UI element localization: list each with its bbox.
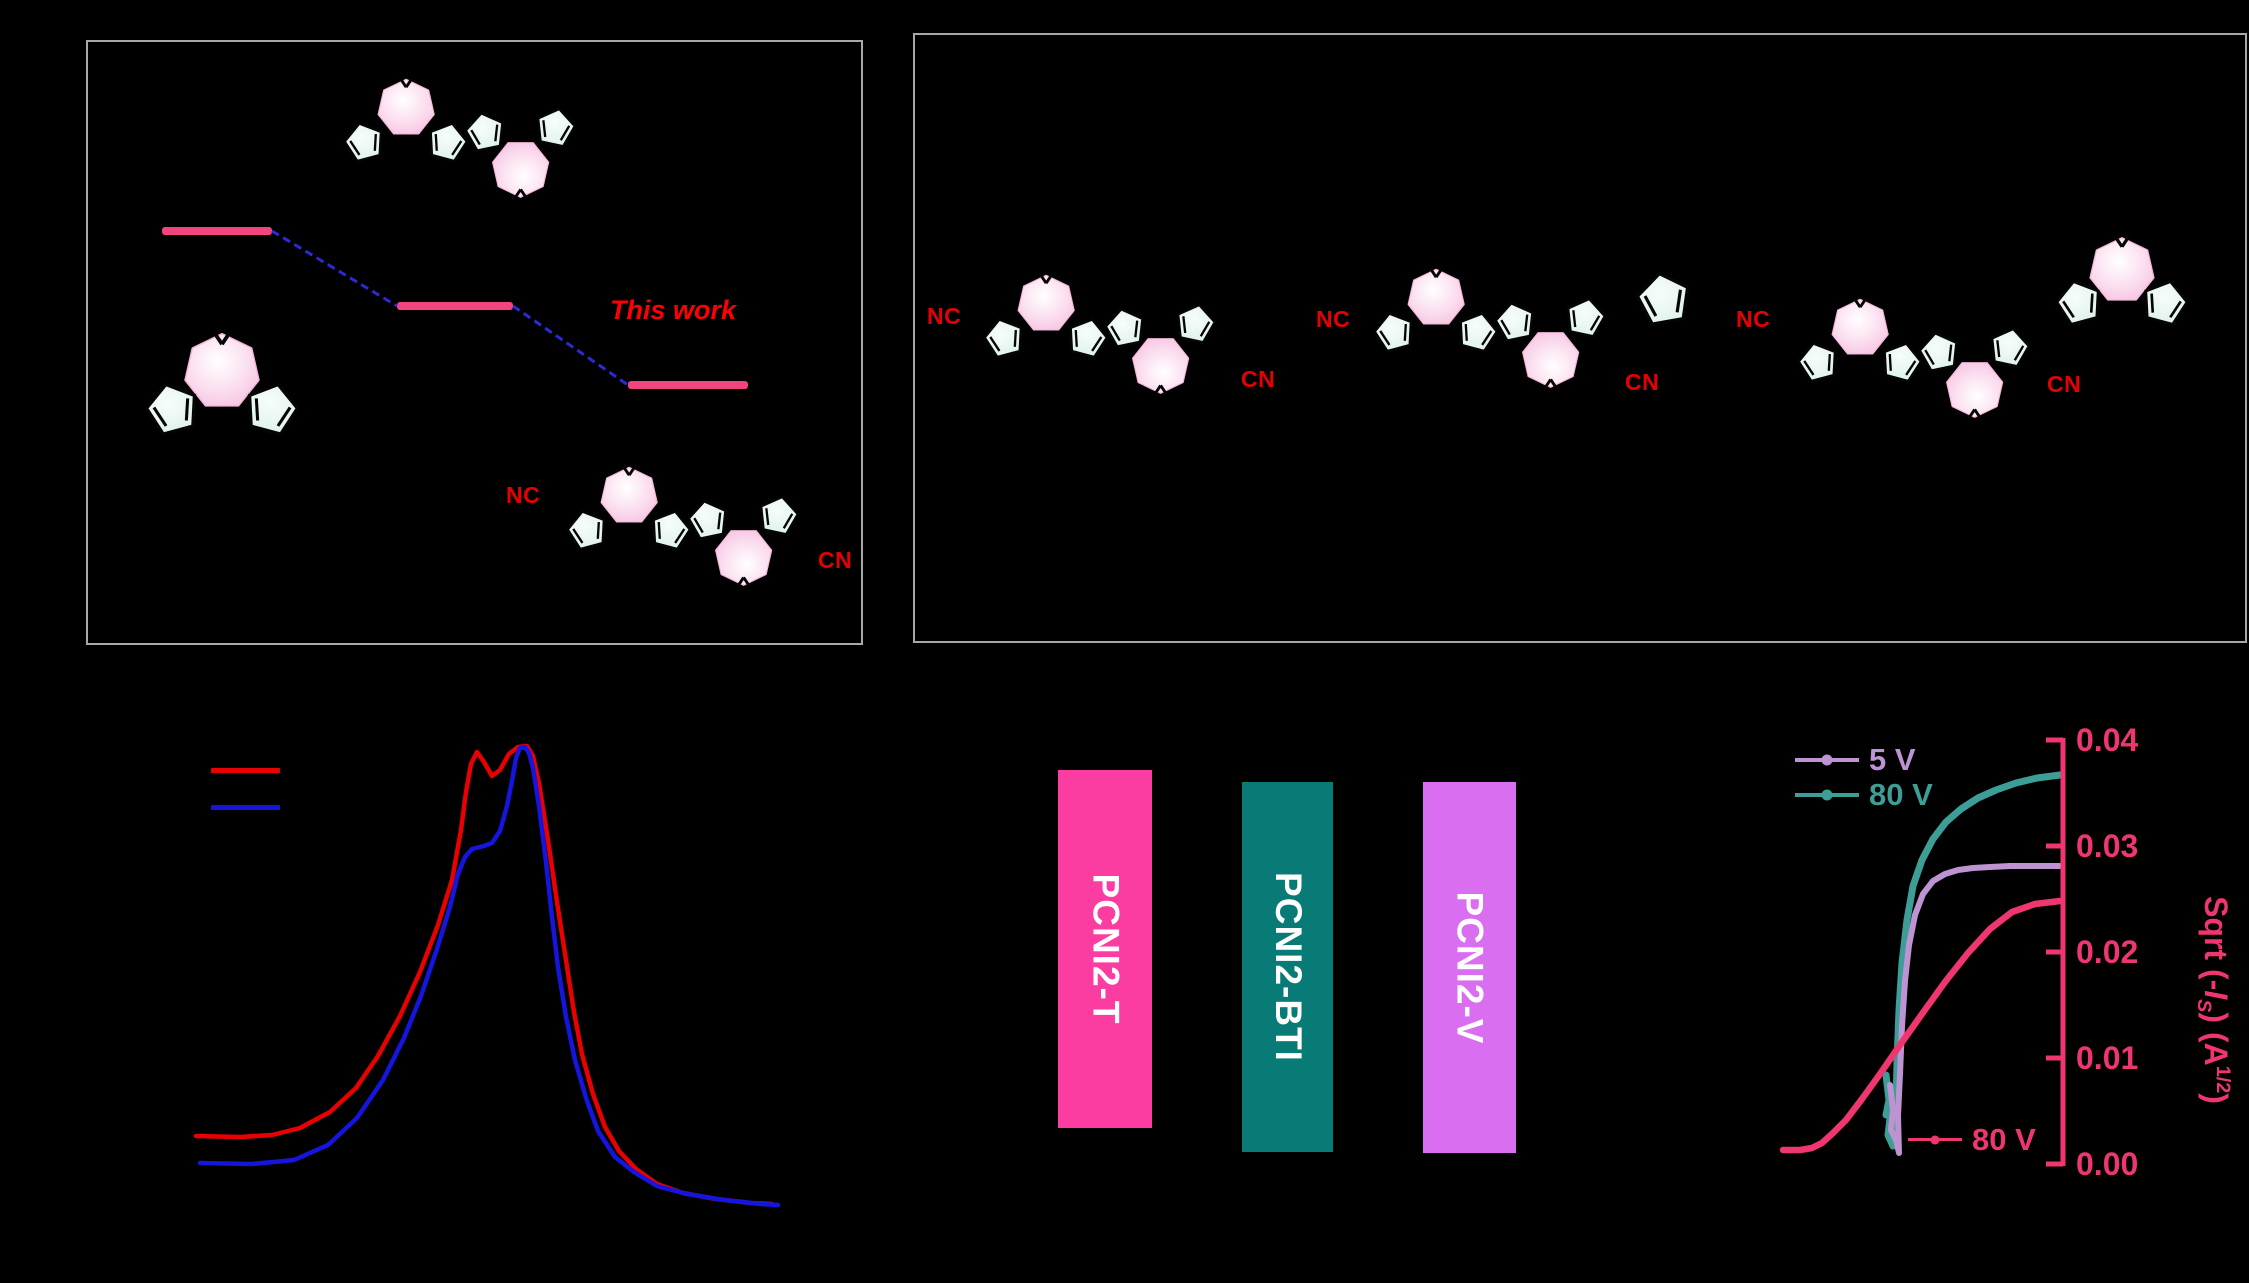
legend-swatch-blue bbox=[211, 805, 280, 810]
legend-label: 5 V bbox=[1869, 742, 1916, 777]
legend-entry-80v-pink: 80 V bbox=[1908, 1124, 2036, 1155]
legend-entry-80v-teal: 80 V bbox=[1795, 779, 1933, 810]
cn-label: CN bbox=[1241, 366, 1276, 392]
molecule-candidate-3 bbox=[1795, 237, 2191, 418]
cn-label: CN bbox=[1625, 369, 1660, 395]
y-tick-label: 0.02 bbox=[2076, 934, 2139, 970]
y-tick-label: 0.03 bbox=[2076, 828, 2139, 864]
y-axis-title-part: Sqrt (- bbox=[2198, 896, 2235, 991]
y-tick-label: 0.00 bbox=[2076, 1146, 2139, 1182]
design-panel-box bbox=[86, 40, 863, 645]
legend-line bbox=[1795, 754, 1859, 765]
absorption-red-curve bbox=[193, 743, 775, 1207]
legend-line bbox=[1795, 789, 1859, 800]
y-axis-title-part: S bbox=[2192, 999, 2215, 1013]
transfer-curve-80v-saturation bbox=[1882, 771, 2064, 1150]
legend-entry-5v: 5 V bbox=[1795, 744, 1916, 775]
energy-dash-1 bbox=[271, 229, 398, 308]
legend-label: 80 V bbox=[1972, 1122, 2036, 1157]
y-axis-title-part: ) (A bbox=[2198, 1012, 2235, 1066]
polymer-bar-label: PCNI2-BTI bbox=[1267, 872, 1309, 1062]
energy-level-diagram bbox=[162, 227, 748, 389]
output-curve-80v bbox=[1779, 897, 2064, 1154]
transfer-curve-chart bbox=[1779, 737, 2066, 1167]
nc-label: NC bbox=[506, 482, 541, 508]
this-work-label: This work bbox=[610, 295, 737, 325]
polymer-bar-pcni2-t: PCNI2-T bbox=[1058, 770, 1152, 1128]
energy-level-3 bbox=[628, 381, 748, 389]
y-axis-title-part: 1/2 bbox=[2211, 1065, 2234, 1094]
molecule-parent-azepine bbox=[142, 79, 801, 587]
energy-level-2 bbox=[397, 302, 513, 310]
polymer-bar-label: PCNI2-T bbox=[1085, 873, 1126, 1025]
legend-dot bbox=[1821, 789, 1833, 800]
y-tick-label: 0.04 bbox=[2076, 722, 2139, 758]
legend-label: 80 V bbox=[1869, 777, 1933, 812]
absorption-chart bbox=[193, 743, 781, 1208]
legend-dot bbox=[1821, 754, 1833, 765]
candidates-panel-box bbox=[913, 33, 2247, 643]
transfer-curve-5v-linear bbox=[1887, 863, 2063, 1156]
y-axis-title: Sqrt (-IS) (A1/2) bbox=[2192, 896, 2234, 1104]
legend-swatch-red bbox=[211, 768, 280, 773]
energy-level-1 bbox=[162, 227, 272, 235]
y-axis-title-part: ) bbox=[2198, 1093, 2235, 1104]
cn-label: CN bbox=[818, 547, 853, 573]
y-axis-title-part: I bbox=[2198, 990, 2235, 1000]
polymer-bar-pcni2-v: PCNI2-V bbox=[1423, 782, 1516, 1153]
nc-label: NC bbox=[927, 303, 962, 329]
cn-label: CN bbox=[2047, 371, 2082, 397]
nc-label: NC bbox=[1736, 306, 1771, 332]
legend-line bbox=[1908, 1135, 1962, 1144]
y-tick-label: 0.01 bbox=[2076, 1040, 2139, 1076]
absorption-blue-curve bbox=[197, 744, 781, 1208]
nc-label: NC bbox=[1316, 306, 1351, 332]
polymer-bar-pcni2-bti: PCNI2-BTI bbox=[1242, 782, 1333, 1152]
energy-dash-2 bbox=[512, 304, 629, 387]
polymer-bar-label: PCNI2-V bbox=[1449, 891, 1491, 1044]
legend-dot bbox=[1930, 1135, 1940, 1144]
molecule-candidate-1 bbox=[981, 275, 1218, 395]
